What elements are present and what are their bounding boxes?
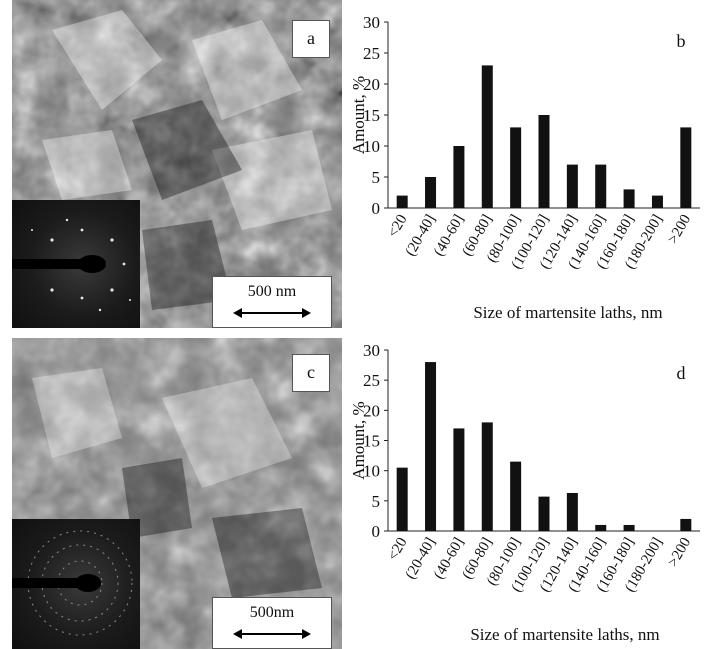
histogram-b: 0 5 10 15 20 25 30 <20 (20-40] (40-60] (60-80] (80-… xyxy=(350,0,721,330)
chart-d-bar xyxy=(595,525,606,531)
chart-b-bar xyxy=(397,196,408,208)
chart-b-bar xyxy=(425,177,436,208)
scale-bar-a: 500 nm xyxy=(212,276,332,328)
chart-d-ytick-label: 0 xyxy=(372,522,381,541)
chart-b-ytick-label: 25 xyxy=(363,44,380,63)
chart-b-bar xyxy=(539,115,550,208)
chart-b-bar xyxy=(482,65,493,208)
chart-d-bar xyxy=(539,497,550,531)
chart-d-bar xyxy=(624,525,635,531)
chart-d-bar xyxy=(425,362,436,531)
scale-bar-label-c: 500nm xyxy=(213,604,331,622)
chart-d-bar xyxy=(680,519,691,531)
histogram-b-svg: 051015202530<20(20-40](40-60](60-80](80-… xyxy=(350,0,721,330)
chart-d-ytick-label: 30 xyxy=(363,341,380,360)
panel-label-a: a xyxy=(292,20,330,58)
chart-b-bar xyxy=(624,189,635,208)
histogram-d: 0 5 10 15 20 25 30 <20 (20-40] (40-60] (60-80] (80-… xyxy=(350,336,721,649)
chart-b-ytick-label: 30 xyxy=(363,13,380,32)
panel-label-c: c xyxy=(292,354,330,392)
chart-b-ylabel: Amount, % xyxy=(349,76,368,154)
chart-d-ytick-label: 25 xyxy=(363,371,380,390)
chart-b-xtick-label: <20 xyxy=(385,212,411,240)
chart-b-xlabel: Size of martensite laths, nm xyxy=(473,303,662,322)
chart-b-bar xyxy=(567,165,578,208)
chart-d-bar xyxy=(397,468,408,531)
scale-bar-label-a: 500 nm xyxy=(213,283,331,301)
chart-d-panel-label: d xyxy=(677,363,686,383)
scale-bar-arrow-a xyxy=(233,307,311,319)
chart-b-panel-label: b xyxy=(677,31,686,51)
chart-b-ytick-label: 0 xyxy=(372,199,381,218)
chart-d-bar xyxy=(482,422,493,531)
scale-bar-arrow-c xyxy=(233,628,311,640)
histogram-d-svg: 051015202530<20(20-40](40-60](60-80](80-… xyxy=(350,336,721,649)
chart-b-bar xyxy=(595,165,606,208)
chart-b-bar xyxy=(652,196,663,208)
chart-b-ytick-label: 5 xyxy=(372,168,381,187)
chart-b-xtick-label: >200 xyxy=(665,212,694,247)
chart-d-xtick-label: <20 xyxy=(385,535,411,563)
chart-d-bar xyxy=(510,462,521,531)
chart-d-bar xyxy=(453,428,464,531)
chart-d-xlabel: Size of martensite laths, nm xyxy=(470,625,659,644)
scale-bar-c: 500nm xyxy=(212,597,332,649)
diffraction-pattern-c xyxy=(12,519,140,649)
micrograph-c: c 500nm xyxy=(12,338,342,649)
micrograph-a: a 500 nm xyxy=(12,0,342,328)
chart-d-ylabel: Amount, % xyxy=(349,401,368,479)
chart-d-bar xyxy=(567,493,578,531)
chart-d-xtick-label: >200 xyxy=(665,535,694,570)
chart-b-bar xyxy=(680,127,691,208)
chart-d-ytick-label: 5 xyxy=(372,492,381,511)
diffraction-pattern-a xyxy=(12,200,140,328)
chart-b-bar xyxy=(510,127,521,208)
chart-b-bar xyxy=(453,146,464,208)
